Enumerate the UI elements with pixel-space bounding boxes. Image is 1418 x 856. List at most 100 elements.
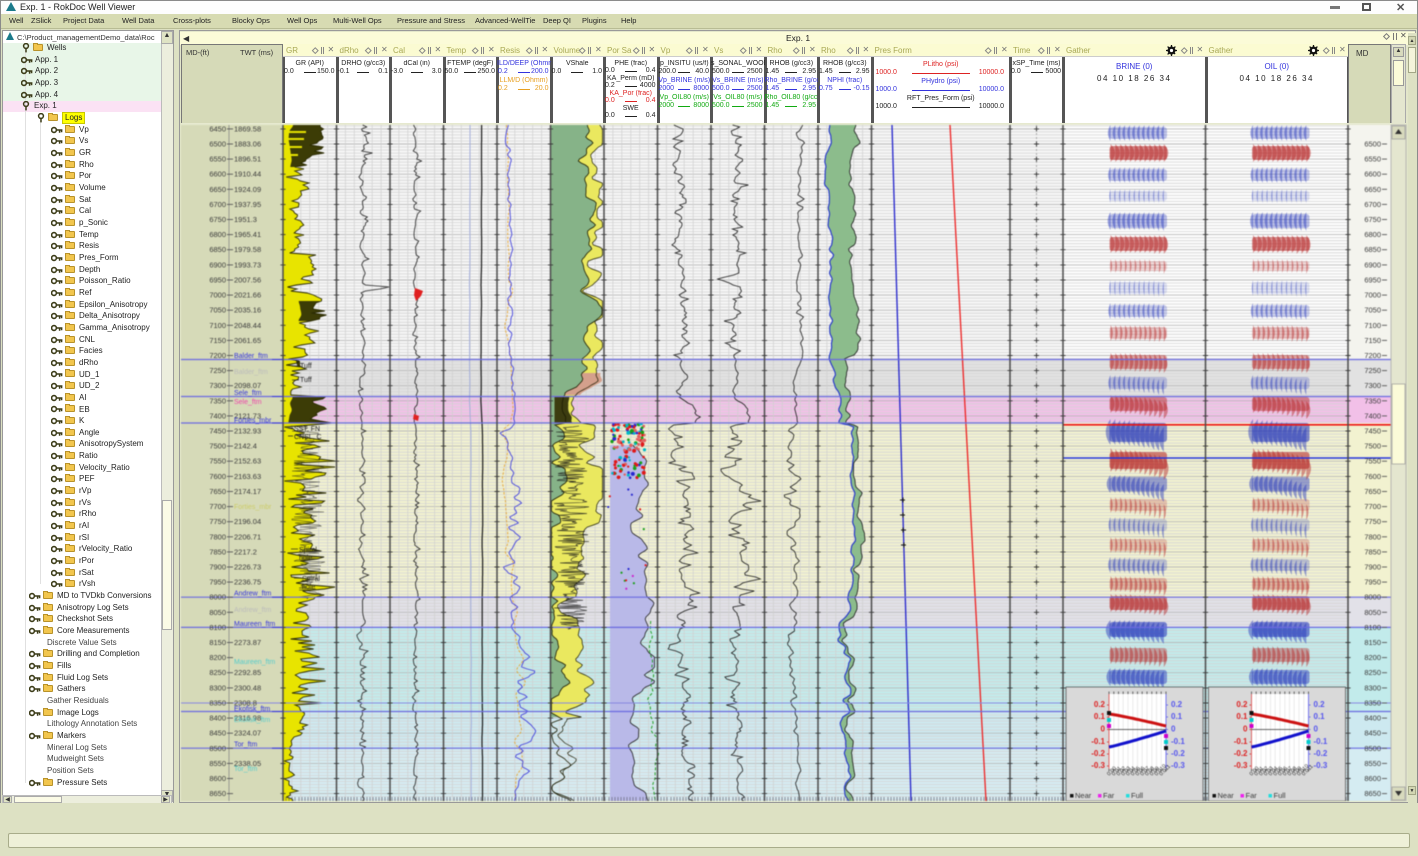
svg-text:7250: 7250 [1364,366,1381,375]
svg-text:2226.73: 2226.73 [234,563,261,572]
svg-text:7500: 7500 [209,442,226,451]
svg-text:6600: 6600 [1364,170,1381,179]
svg-text:1951.3: 1951.3 [234,215,257,224]
svg-text:7650: 7650 [1364,487,1381,496]
svg-text:7000: 7000 [209,291,226,300]
svg-text:0.09: 0.09 [1291,766,1303,778]
svg-text:0.04: 0.04 [1125,766,1137,778]
svg-text:Andrew_ftm: Andrew_ftm [234,607,272,614]
svg-text:Forties_mbr: Forties_mbr [234,504,272,511]
svg-text:6950: 6950 [1364,276,1381,285]
svg-text:6750: 6750 [1364,215,1381,224]
svg-text:0.1: 0.1 [1314,712,1326,721]
svg-text:Tor_ftm: Tor_ftm [234,766,258,773]
svg-text:Near: Near [1218,791,1235,800]
svg-text:2324.07: 2324.07 [234,729,261,738]
svg-text:8250: 8250 [209,668,226,677]
svg-text:7550: 7550 [1364,457,1381,466]
svg-text:2035.16: 2035.16 [234,306,261,315]
svg-text:2217.2: 2217.2 [234,547,257,556]
svg-text:8100: 8100 [209,623,226,632]
svg-text:0.01: 0.01 [1253,766,1265,778]
svg-text:0.07: 0.07 [1139,766,1151,778]
svg-text:6700: 6700 [1364,200,1381,209]
svg-text:1993.73: 1993.73 [234,260,261,269]
svg-text:Sele_ftm: Sele_ftm [234,390,262,397]
svg-text:-0.2: -0.2 [1314,749,1328,758]
svg-text:7950: 7950 [1364,578,1381,587]
svg-text:2206.71: 2206.71 [234,532,261,541]
svg-text:0.06: 0.06 [1277,766,1289,778]
svg-text:Balder_ftm: Balder_ftm [234,369,268,376]
svg-text:2163.63: 2163.63 [234,472,261,481]
svg-text:0: 0 [1243,725,1248,734]
svg-text:7400: 7400 [209,411,226,420]
svg-text:-0.1: -0.1 [1091,737,1105,746]
svg-text:Far: Far [1246,791,1258,800]
svg-text:Full: Full [1131,791,1143,800]
svg-text:2196.04: 2196.04 [234,517,261,526]
svg-text:2174.17: 2174.17 [234,487,261,496]
svg-text:0.1: 0.1 [1171,712,1183,721]
svg-text:7400: 7400 [1364,411,1381,420]
svg-text:0.08: 0.08 [1287,766,1299,778]
svg-text:7800: 7800 [1364,532,1381,541]
svg-text:6900: 6900 [1364,260,1381,269]
svg-text:7450: 7450 [209,427,226,436]
svg-text:Spiral: Spiral [302,576,320,583]
svg-text:0.2: 0.2 [1094,700,1106,709]
svg-text:8100: 8100 [1364,623,1381,632]
svg-text:6500: 6500 [209,140,226,149]
svg-text:6850: 6850 [209,245,226,254]
svg-text:0.03: 0.03 [1263,766,1275,778]
svg-text:0: 0 [1314,725,1319,734]
svg-text:6800: 6800 [1364,230,1381,239]
svg-text:7950: 7950 [209,578,226,587]
svg-text:8400: 8400 [1364,714,1381,723]
svg-text:2048.44: 2048.44 [234,321,261,330]
svg-text:8000: 8000 [209,593,226,602]
svg-text:0.2: 0.2 [1314,700,1326,709]
svg-text:7600: 7600 [209,472,226,481]
svg-text:6450: 6450 [209,124,226,133]
svg-text:0.07: 0.07 [1282,766,1294,778]
svg-text:0: 0 [1101,725,1106,734]
svg-text:7200: 7200 [1364,351,1381,360]
svg-text:SST, FN: SST, FN [294,426,320,433]
svg-text:8000: 8000 [1364,593,1381,602]
svg-text:6650: 6650 [1364,185,1381,194]
svg-text:-0.1: -0.1 [1234,737,1248,746]
svg-text:7700: 7700 [209,502,226,511]
svg-text:-0.2: -0.2 [1091,749,1105,758]
svg-text:7250: 7250 [209,366,226,375]
svg-text:2061.65: 2061.65 [234,336,261,345]
svg-text:7850: 7850 [1364,547,1381,556]
svg-text:6950: 6950 [209,276,226,285]
svg-text:2007.56: 2007.56 [234,276,261,285]
svg-text:0.02: 0.02 [1116,766,1128,778]
svg-text:8350: 8350 [1364,699,1381,708]
svg-text:1883.06: 1883.06 [234,140,261,149]
svg-text:-0.3: -0.3 [1091,761,1105,770]
svg-text:8050: 8050 [1364,608,1381,617]
svg-text:8300: 8300 [209,683,226,692]
svg-text:2121.73: 2121.73 [234,411,261,420]
svg-text:6900: 6900 [209,260,226,269]
svg-text:Forties_mbr: Forties_mbr [234,418,272,425]
svg-text:2132.93: 2132.93 [234,427,261,436]
svg-text:-0.2: -0.2 [1234,749,1248,758]
svg-text:Ekofisk_ftm: Ekofisk_ftm [234,717,270,724]
svg-text:0.1: 0.1 [1236,712,1248,721]
svg-text:7050: 7050 [1364,306,1381,315]
svg-text:8050: 8050 [209,608,226,617]
svg-text:-0.1: -0.1 [1171,737,1185,746]
svg-text:7700: 7700 [1364,502,1381,511]
svg-text:8500: 8500 [1364,744,1381,753]
svg-text:2308.8: 2308.8 [234,699,257,708]
svg-text:hole: hole [302,584,315,591]
svg-text:8350: 8350 [209,699,226,708]
svg-text:8300: 8300 [1364,683,1381,692]
svg-text:Tuff: Tuff [300,363,312,370]
svg-text:8650: 8650 [209,789,226,798]
svg-text:2152.63: 2152.63 [234,457,261,466]
